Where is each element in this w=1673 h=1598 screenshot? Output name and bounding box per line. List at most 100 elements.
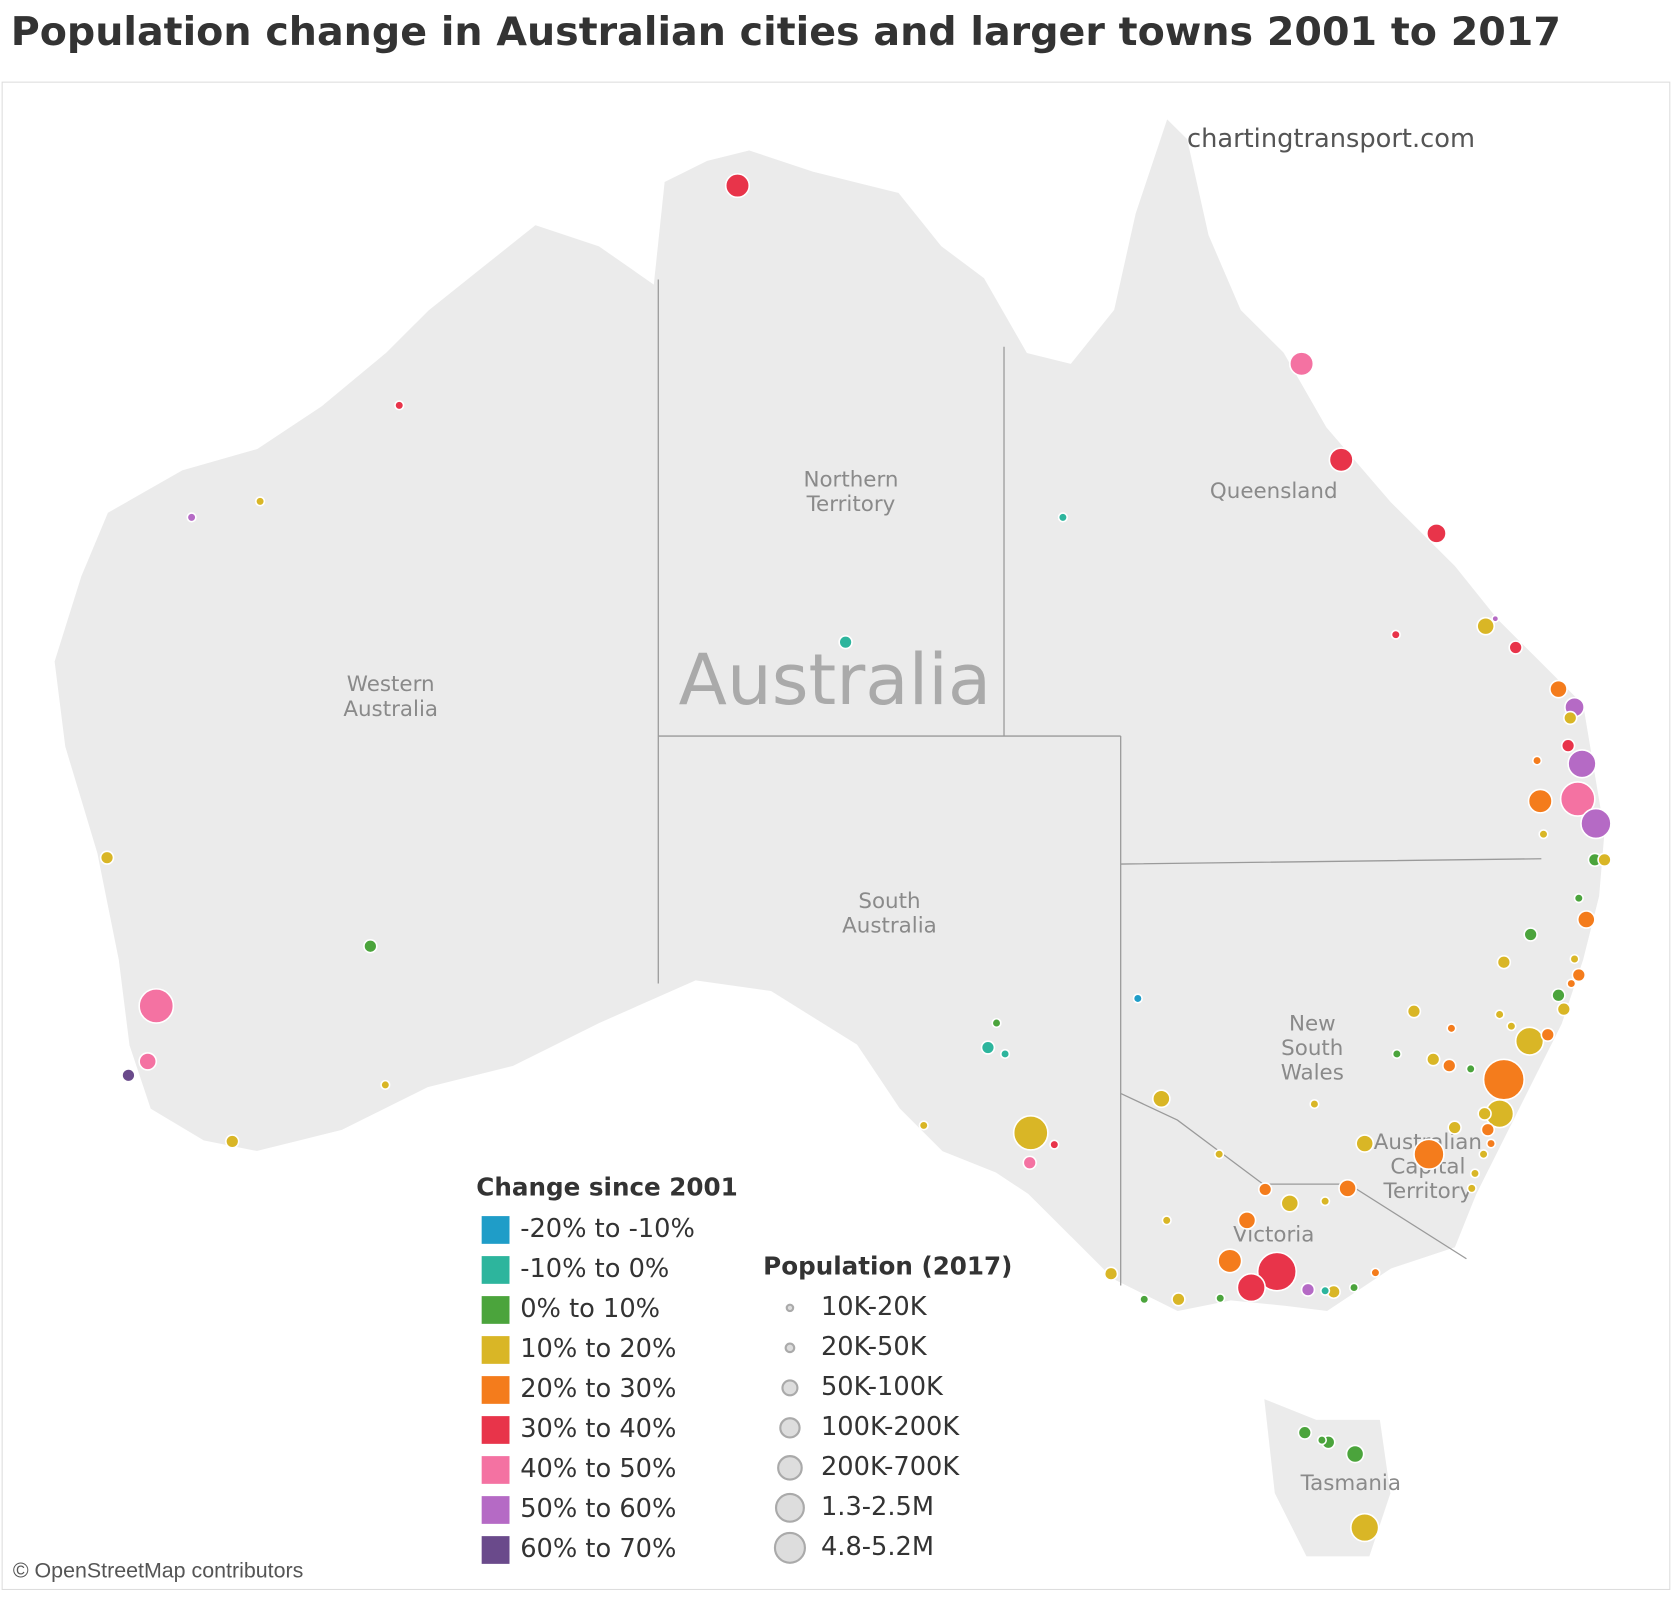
region-label: Territory [1383, 1179, 1473, 1204]
city-dot [1508, 640, 1523, 655]
city-dot [255, 496, 266, 507]
city-dot [1556, 1001, 1572, 1017]
city-dot [1573, 893, 1584, 904]
legend-size [785, 1303, 795, 1313]
city-dot [1350, 1512, 1380, 1543]
city-dot [1237, 1211, 1257, 1230]
city-dot [1171, 1292, 1186, 1307]
city-dot [1217, 1248, 1243, 1274]
city-dot [1563, 710, 1578, 726]
legend-size [781, 1379, 799, 1397]
region-label: Wales [1281, 1061, 1344, 1086]
city-dot [1549, 679, 1568, 699]
legend-swatch [481, 1336, 510, 1364]
city-dot [225, 1134, 240, 1149]
city-dot [1139, 1294, 1150, 1305]
city-dot [1494, 1009, 1505, 1020]
legend-size [774, 1492, 805, 1523]
region-label: South [1281, 1036, 1343, 1061]
legend-swatch [481, 1216, 510, 1244]
city-dot [99, 850, 115, 865]
city-dot [1580, 807, 1612, 840]
city-dot [1514, 1026, 1545, 1056]
city-dot [1571, 967, 1587, 983]
country-label: Australia [679, 639, 991, 721]
region-label: Territory [806, 492, 896, 517]
city-dot [1491, 614, 1500, 623]
city-dot [1576, 910, 1596, 929]
city-dot [138, 988, 175, 1024]
legend-label: 60% to 70% [520, 1534, 676, 1564]
legend-title: Population (2017) [763, 1251, 1012, 1280]
city-dot [1316, 1435, 1328, 1446]
legend-label: 0% to 10% [520, 1294, 660, 1324]
legend-size [773, 1531, 806, 1564]
city-dot [1132, 993, 1143, 1004]
region-label: South [858, 889, 920, 914]
region-label: New [1289, 1012, 1336, 1037]
city-dot [1527, 788, 1553, 814]
city-dot [1538, 829, 1549, 840]
city-dot [1320, 1196, 1331, 1207]
city-dot [1057, 512, 1068, 523]
city-dot [380, 1079, 391, 1090]
city-dot [1531, 755, 1543, 766]
city-dot [1297, 1425, 1313, 1440]
city-dot [1300, 1282, 1316, 1297]
legend-label: -10% to 0% [520, 1254, 669, 1284]
legend-label: 50K-100K [821, 1372, 944, 1402]
city-dot [1569, 953, 1580, 965]
city-dot [1413, 1138, 1445, 1170]
city-dot [1370, 1267, 1381, 1278]
city-dot [918, 1120, 929, 1131]
region-label: Queensland [1210, 479, 1338, 504]
city-dot [1482, 1058, 1526, 1101]
city-dot [1391, 1048, 1402, 1060]
city-dot [186, 512, 197, 523]
state-borders [657, 279, 1542, 1286]
city-dot [1328, 447, 1354, 473]
legend-swatch [481, 1376, 510, 1404]
legend-label: 30% to 40% [520, 1414, 676, 1444]
city-dot [1447, 1120, 1462, 1135]
city-dot [1320, 1285, 1331, 1296]
city-dot [1256, 1251, 1298, 1292]
legend-label: 100K-200K [821, 1412, 960, 1442]
legend-size [779, 1417, 801, 1439]
attribution: © OpenStreetMap contributors [13, 1559, 303, 1583]
city-dot [1049, 1139, 1060, 1150]
legend-swatch [481, 1456, 510, 1484]
city-dot [991, 1017, 1002, 1029]
city-dot [1566, 978, 1577, 989]
city-dot [724, 173, 751, 199]
city-dot [1215, 1293, 1226, 1304]
region-label: Tasmania [1300, 1471, 1401, 1496]
city-dot [1465, 1063, 1476, 1074]
region-label: Australia [343, 697, 438, 722]
city-dot [1151, 1089, 1171, 1109]
border [657, 279, 1542, 1286]
legend-label: 20K-50K [821, 1332, 928, 1362]
city-dot [838, 634, 853, 650]
city-dot [1309, 1099, 1320, 1110]
city-dot [1523, 927, 1538, 942]
legend-swatch [481, 1256, 510, 1284]
legend-label: 4.8-5.2M [821, 1532, 934, 1562]
city-dot [363, 939, 378, 954]
region-label: Australia [842, 913, 937, 938]
city-dot [1477, 1106, 1492, 1121]
title: Population change in Australian cities a… [11, 9, 1561, 55]
region-label: Western [347, 672, 435, 697]
legend-label: 20% to 30% [520, 1374, 676, 1404]
legend: -20% to -10% -10% to 0% 0% to 10% 10% to 20… [481, 1214, 960, 1564]
legend-swatch [481, 1536, 510, 1564]
city-dot [1236, 1272, 1266, 1303]
city-dot [1597, 852, 1612, 868]
city-dot [1289, 351, 1315, 377]
legend-label: 10% to 20% [520, 1334, 676, 1364]
legend-label: 200K-700K [821, 1452, 960, 1482]
city-dot [1280, 1193, 1300, 1213]
legend-swatch [481, 1496, 510, 1524]
